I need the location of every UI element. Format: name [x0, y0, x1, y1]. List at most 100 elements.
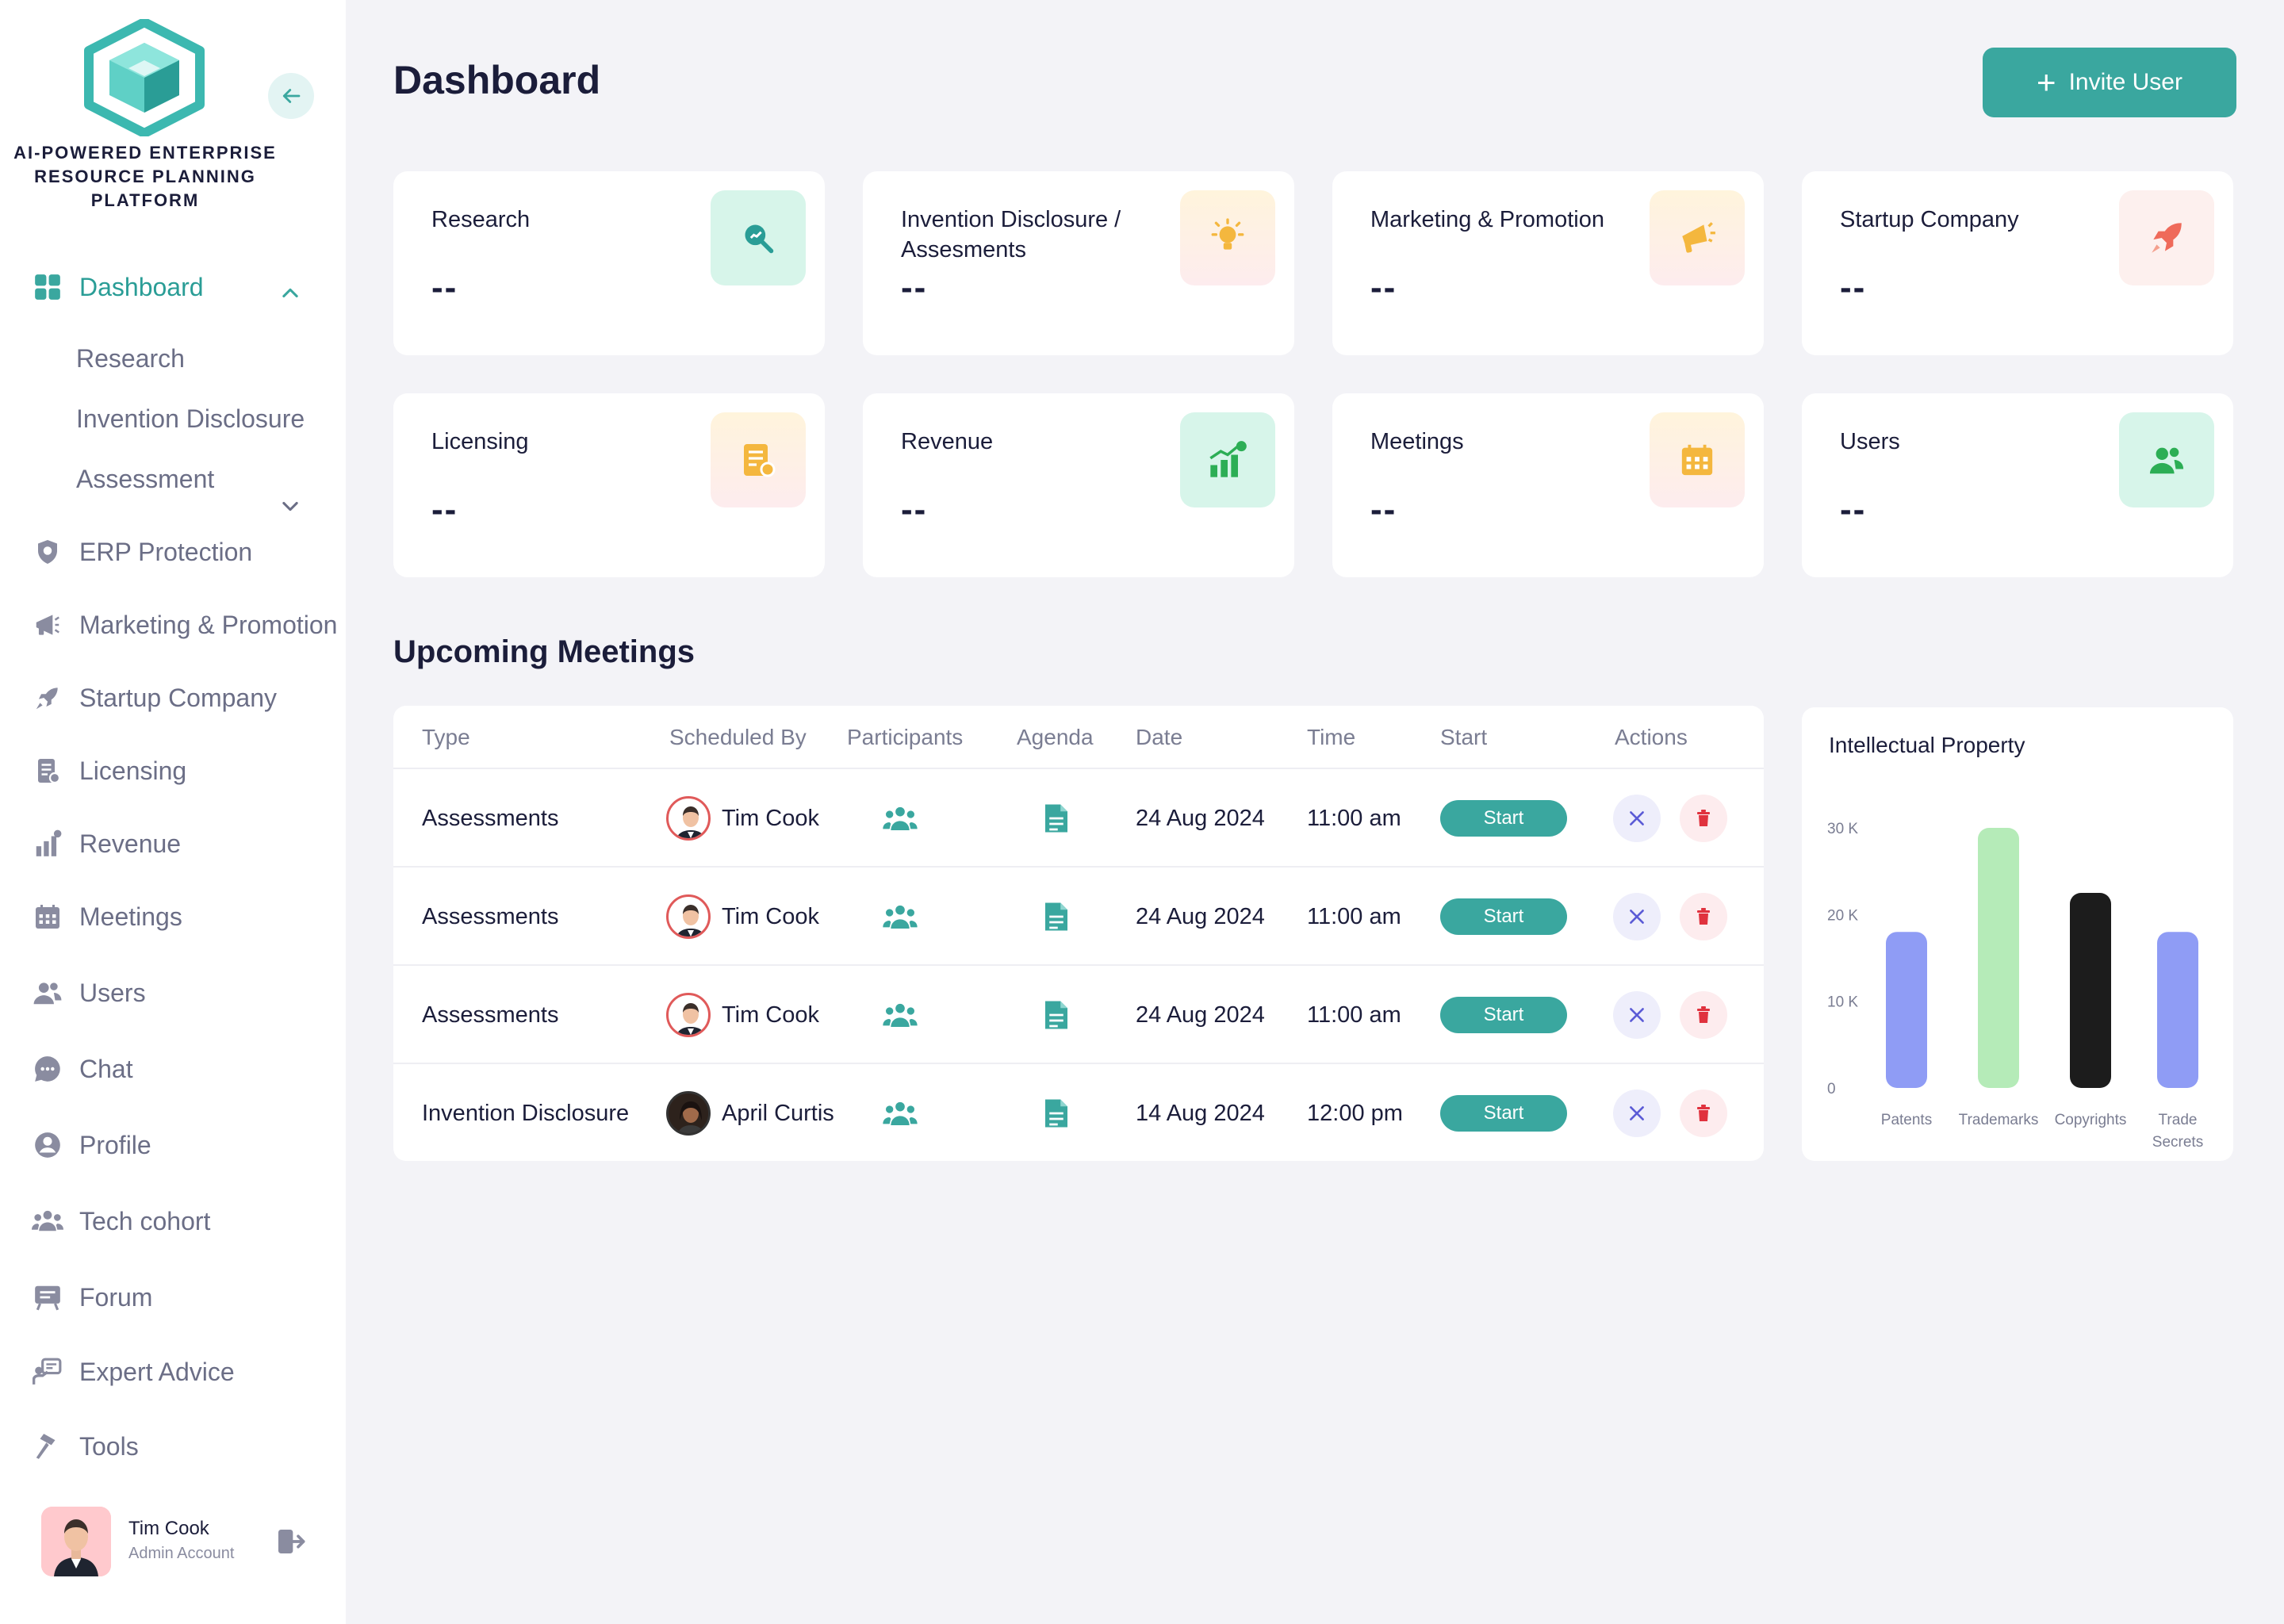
x-tick-label: Patents [1881, 1112, 1932, 1128]
upcoming-meetings-title: Upcoming Meetings [393, 634, 696, 669]
actions-cell [1613, 868, 1727, 966]
search-trend-icon [711, 190, 806, 285]
actions-cell [1613, 966, 1727, 1064]
stat-card-revenue[interactable]: Revenue -- [863, 393, 1294, 577]
participants-icon[interactable] [882, 1064, 918, 1161]
collapse-sidebar-button[interactable] [268, 73, 314, 119]
stat-value: -- [1370, 490, 1397, 529]
invite-user-button[interactable]: + Invite User [1983, 48, 2236, 117]
document-icon [711, 412, 806, 508]
delete-meeting-button[interactable] [1680, 795, 1727, 842]
start-meeting-button[interactable]: Start [1440, 1095, 1567, 1132]
x-tick-label: Trade [2159, 1112, 2198, 1128]
meeting-time: 12:00 pm [1307, 1100, 1403, 1126]
meeting-date: 24 Aug 2024 [1136, 1002, 1265, 1028]
cancel-meeting-button[interactable] [1613, 1090, 1661, 1137]
sidebar-subitem-research[interactable]: Research [76, 344, 185, 373]
trash-icon [1697, 1006, 1710, 1023]
sidebar: AI-POWERED ENTERPRISE RESOURCE PLANNING … [0, 0, 346, 1624]
sidebar-subitem-invention-disclosure[interactable]: Invention Disclosure [76, 404, 305, 433]
cancel-meeting-button[interactable] [1613, 893, 1661, 940]
start-meeting-button[interactable]: Start [1440, 898, 1567, 935]
chart-bar-trademarks[interactable] [1978, 828, 2019, 1088]
stat-value: -- [1370, 268, 1397, 307]
stat-card-licensing[interactable]: Licensing -- [393, 393, 825, 577]
stat-value: -- [431, 490, 458, 529]
stat-label: Meetings [1370, 429, 1464, 454]
stat-card-marketing[interactable]: Marketing & Promotion -- [1332, 171, 1764, 355]
sidebar-item-tools[interactable]: Tools [32, 1431, 139, 1462]
sidebar-item-licensing[interactable]: Licensing [32, 755, 186, 787]
stat-value: -- [901, 490, 928, 529]
x-tick-label: Secrets [2152, 1134, 2203, 1151]
y-tick-label: 0 [1827, 1081, 1836, 1097]
sidebar-item-chat[interactable]: Chat [32, 1053, 133, 1085]
cancel-meeting-button[interactable] [1613, 795, 1661, 842]
ip-bar-chart: 0 10 K 20 K 30 K Patents Trademarks Copyrights… [1827, 821, 2203, 1151]
sidebar-item-label: Tools [79, 1431, 139, 1461]
agenda-icon[interactable] [1042, 868, 1071, 966]
sidebar-item-profile[interactable]: Profile [32, 1129, 151, 1161]
dashboard-icon [32, 271, 63, 303]
stat-card-meetings[interactable]: Meetings -- [1332, 393, 1764, 577]
hammer-icon [32, 1431, 63, 1462]
meeting-date: 14 Aug 2024 [1136, 1100, 1265, 1126]
sidebar-item-meetings[interactable]: Meetings [32, 901, 182, 933]
sidebar-item-tech-cohort[interactable]: Tech cohort [32, 1205, 210, 1237]
stat-label: Revenue [901, 429, 994, 454]
scheduled-by: Tim Cook [666, 769, 819, 868]
brand-logo [84, 19, 205, 136]
stat-card-users[interactable]: Users -- [1802, 393, 2233, 577]
x-tick-label: Copyrights [2055, 1112, 2127, 1128]
sidebar-item-label: Licensing [79, 756, 187, 785]
meeting-type: Assessments [422, 903, 559, 929]
stat-card-startup[interactable]: Startup Company -- [1802, 171, 2233, 355]
sidebar-item-startup[interactable]: Startup Company [32, 682, 277, 714]
ip-chart-card: Intellectual Property 0 10 K 20 K 30 K Paten… [1802, 707, 2233, 1161]
bar-chart-icon [32, 828, 63, 860]
sidebar-item-marketing[interactable]: Marketing & Promotion [32, 609, 337, 641]
arrow-left-icon [282, 89, 301, 103]
y-tick-label: 20 K [1827, 907, 1858, 924]
sidebar-item-erp-protection[interactable]: ERP Protection [32, 536, 252, 568]
agenda-icon[interactable] [1042, 966, 1071, 1064]
sidebar-item-expert-advice[interactable]: Expert Advice [32, 1356, 235, 1388]
scheduled-by: April Curtis [666, 1064, 834, 1161]
sidebar-item-label: Meetings [79, 902, 182, 931]
chevron-down-icon[interactable] [279, 495, 301, 517]
avatar [666, 796, 711, 841]
sidebar-item-dashboard[interactable]: Dashboard [32, 271, 204, 303]
sidebar-item-label: Revenue [79, 829, 182, 858]
stat-card-research[interactable]: Research -- [393, 171, 825, 355]
logout-icon[interactable] [274, 1526, 306, 1557]
stat-card-invention-disclosure[interactable]: Invention Disclosure / Assesments -- [863, 171, 1294, 355]
megaphone-icon [1650, 190, 1745, 285]
participants-icon[interactable] [882, 868, 918, 966]
sidebar-subitem-assessment[interactable]: Assessment [76, 465, 215, 493]
column-header-scheduled-by: Scheduled By [669, 725, 807, 749]
sidebar-item-forum[interactable]: Forum [32, 1281, 152, 1313]
sidebar-item-revenue[interactable]: Revenue [32, 828, 181, 860]
chevron-up-icon[interactable] [279, 282, 301, 304]
participants-icon[interactable] [882, 769, 918, 868]
agenda-icon[interactable] [1042, 769, 1071, 868]
scheduled-by-name: Tim Cook [722, 1002, 819, 1028]
stat-label: Research [431, 207, 531, 232]
start-meeting-button[interactable]: Start [1440, 800, 1567, 837]
delete-meeting-button[interactable] [1680, 893, 1727, 940]
chart-bar-patents[interactable] [1886, 932, 1927, 1088]
start-meeting-button[interactable]: Start [1440, 997, 1567, 1033]
chart-bar-trade-secrets[interactable] [2157, 932, 2198, 1088]
current-user-card[interactable] [41, 1507, 111, 1576]
delete-meeting-button[interactable] [1680, 991, 1727, 1039]
sidebar-item-label: Dashboard [79, 272, 204, 301]
brand-line-2: RESOURCE PLANNING [34, 167, 256, 186]
cancel-meeting-button[interactable] [1613, 991, 1661, 1039]
agenda-icon[interactable] [1042, 1064, 1071, 1161]
delete-meeting-button[interactable] [1680, 1090, 1727, 1137]
actions-cell [1613, 769, 1727, 868]
participants-icon[interactable] [882, 966, 918, 1064]
chart-bar-copyrights[interactable] [2070, 893, 2111, 1088]
sidebar-item-label: Profile [79, 1130, 151, 1159]
sidebar-item-users[interactable]: Users [32, 977, 146, 1009]
